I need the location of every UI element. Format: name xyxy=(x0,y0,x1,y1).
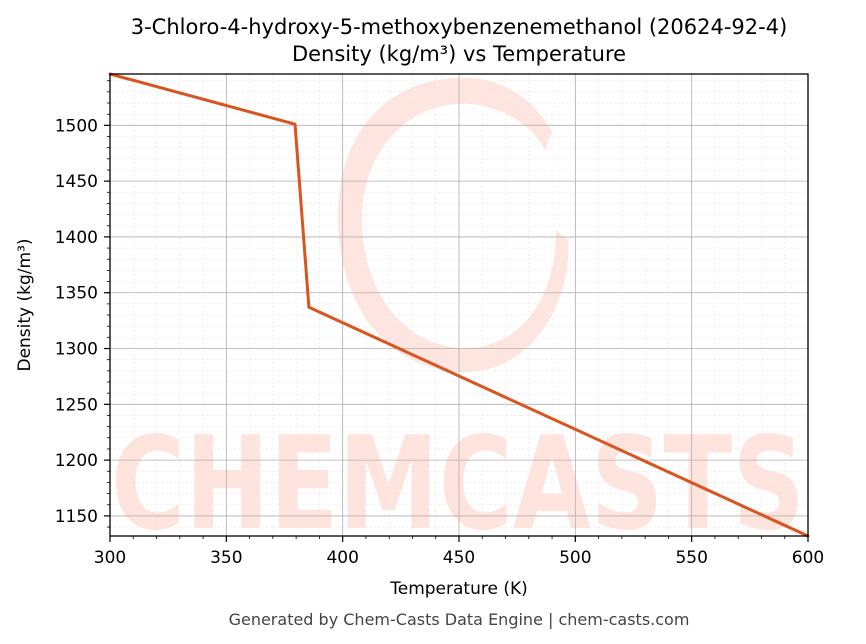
x-axis-label: Temperature (K) xyxy=(389,579,528,599)
x-tick-label: 300 xyxy=(94,548,126,568)
x-tick-label: 500 xyxy=(559,548,591,568)
y-tick-label: 1350 xyxy=(55,284,98,304)
watermark-text: CHEMCASTS xyxy=(111,410,805,559)
y-tick-label: 1150 xyxy=(55,507,98,527)
x-tick-label: 350 xyxy=(210,548,242,568)
y-tick-label: 1200 xyxy=(55,451,98,471)
chart-title: 3-Chloro-4-hydroxy-5-methoxybenzenemetha… xyxy=(131,15,788,39)
axis-ticks xyxy=(104,80,809,542)
x-tick-label: 550 xyxy=(675,548,707,568)
y-axis-label: Density (kg/m³) xyxy=(15,238,35,371)
x-tick-label: 450 xyxy=(443,548,475,568)
x-tick-label: 400 xyxy=(326,548,358,568)
y-tick-label: 1300 xyxy=(55,340,98,360)
y-tick-label: 1500 xyxy=(55,116,98,136)
tick-labels: 300 350 400 450 500 550 600 1150 1200 1250 1300 135… xyxy=(55,116,824,568)
y-tick-label: 1400 xyxy=(55,228,98,248)
y-tick-label: 1450 xyxy=(55,172,98,192)
x-tick-label: 600 xyxy=(792,548,824,568)
y-tick-label: 1250 xyxy=(55,395,98,415)
series-line-0 xyxy=(108,72,810,538)
series-group xyxy=(108,72,810,538)
footer-credit: Generated by Chem-Casts Data Engine | ch… xyxy=(229,610,690,629)
chart-subtitle: Density (kg/m³) vs Temperature xyxy=(292,42,626,66)
watermark-swirl-icon xyxy=(337,77,569,373)
